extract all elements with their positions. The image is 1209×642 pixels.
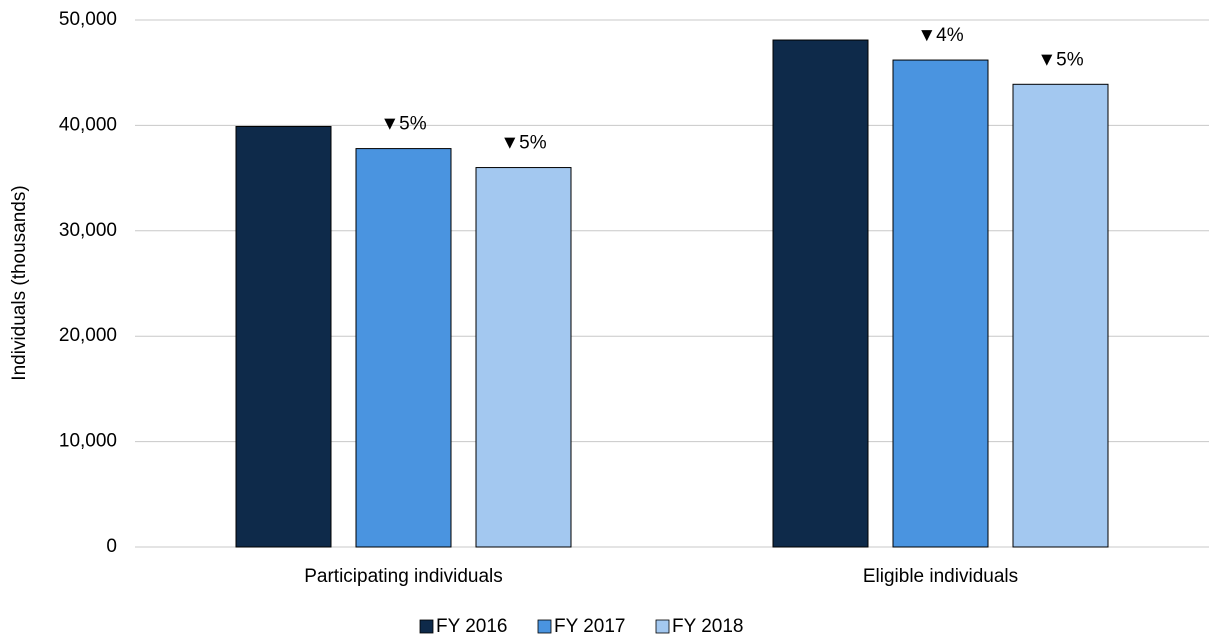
x-tick-label: Eligible individuals bbox=[863, 566, 1018, 587]
legend-label: FY 2017 bbox=[554, 616, 625, 637]
change-label: ▼5% bbox=[500, 133, 546, 154]
bar bbox=[1012, 83, 1109, 548]
bar bbox=[235, 125, 332, 548]
bar bbox=[892, 59, 989, 548]
legend-label: FY 2018 bbox=[672, 616, 743, 637]
y-tick-label: 30,000 bbox=[59, 220, 117, 241]
y-tick-label: 40,000 bbox=[59, 114, 117, 135]
y-tick-label: 0 bbox=[106, 536, 117, 557]
bar bbox=[355, 148, 452, 548]
legend-swatch bbox=[537, 619, 552, 634]
legend-swatch bbox=[655, 619, 670, 634]
bar bbox=[475, 167, 572, 548]
change-label: ▼5% bbox=[380, 114, 426, 135]
y-tick-label: 20,000 bbox=[59, 325, 117, 346]
change-label: ▼4% bbox=[917, 25, 963, 46]
y-tick-label: 10,000 bbox=[59, 431, 117, 452]
bar bbox=[772, 39, 869, 548]
legend-swatch bbox=[419, 619, 434, 634]
y-tick-label: 50,000 bbox=[59, 9, 117, 30]
legend-label: FY 2016 bbox=[436, 616, 507, 637]
change-label: ▼5% bbox=[1037, 49, 1083, 70]
y-axis-label: Individuals (thousands) bbox=[9, 185, 30, 380]
x-tick-label: Participating individuals bbox=[304, 566, 503, 587]
